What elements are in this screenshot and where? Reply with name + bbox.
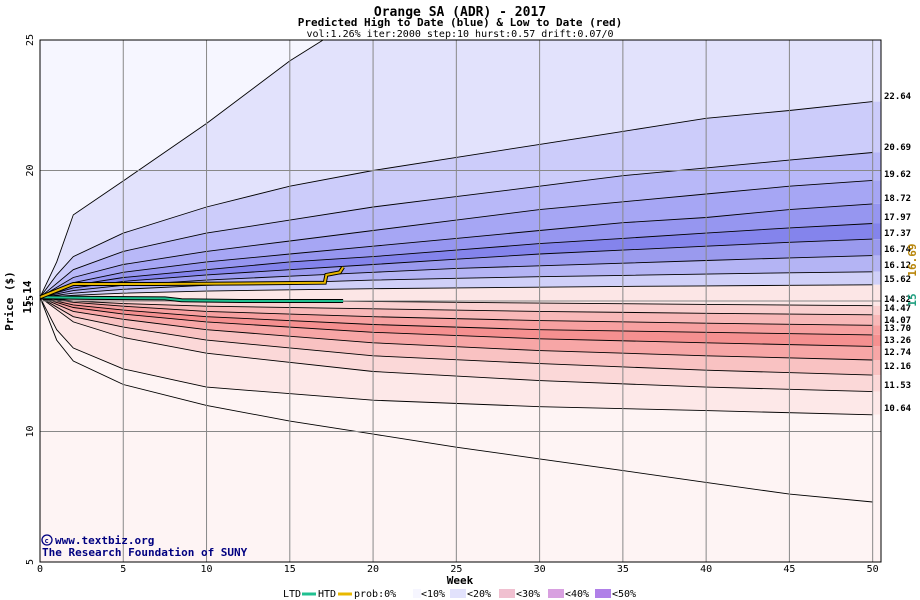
series-lines — [39, 266, 345, 303]
lower-band-area-9 — [40, 297, 881, 502]
legend-band-swatch-3 — [499, 589, 515, 598]
x-tick-label: 5 — [120, 564, 126, 575]
legend-band-label-4: <40% — [565, 589, 589, 600]
y-axis-label: Price ($) — [3, 271, 16, 331]
upper-band-area-4 — [40, 180, 881, 298]
legend-band-swatch-5 — [595, 589, 611, 598]
band-end-label: 14.47 — [884, 304, 911, 314]
x-tick-label: 40 — [700, 564, 712, 575]
chart-title: Orange SA (ADR) - 2017 — [374, 5, 546, 20]
upper-band-line-5 — [39, 223, 873, 298]
band-end-label: 14.82 — [884, 295, 911, 305]
x-tick-label: 20 — [367, 564, 379, 575]
x-tick-label: 35 — [617, 564, 629, 575]
upper-band-area-2 — [40, 101, 881, 298]
y-tick-label: 10 — [25, 425, 36, 437]
upper-band-area-0 — [40, 40, 881, 298]
y-axis: 5 10 15 20 25 — [25, 34, 36, 565]
band-end-label: 16.74 — [884, 245, 912, 255]
copyright-icon — [41, 534, 53, 546]
middle-band-area — [40, 284, 881, 306]
upper-band-line-7 — [39, 255, 873, 298]
lower-band-area-8 — [40, 297, 881, 415]
chart-params: vol:1.26% iter:2000 step:10 hurst:0.57 d… — [306, 29, 613, 40]
credits: c www.textbiz.org The Research Foundatio… — [41, 534, 248, 559]
legend-ltd-label: LTD — [283, 589, 301, 600]
legend: LTD HTD prob:0% <10% <20% <30% <40% <50% — [283, 589, 636, 600]
band-end-label: 19.62 — [884, 170, 911, 180]
band-end-label: 17.97 — [884, 213, 911, 223]
lower-band-area-5 — [40, 297, 881, 360]
y-tick-label: 15 — [25, 295, 36, 307]
plot-frame — [39, 39, 882, 563]
x-tick-label: 15 — [284, 564, 296, 575]
band-end-label: 10.64 — [884, 404, 912, 414]
band-end-label: 22.64 — [884, 92, 912, 102]
upper-band-line-3 — [39, 179, 873, 298]
ltd-current-label: 15 — [906, 293, 919, 306]
upper-band-area-5 — [40, 203, 881, 298]
band-end-label: 13.26 — [884, 336, 911, 346]
legend-band-label-3: <30% — [516, 589, 540, 600]
band-end-label: 12.16 — [884, 362, 911, 372]
x-tick-label: 30 — [534, 564, 546, 575]
upper-band-area-8 — [40, 255, 881, 298]
start-price-label: 15.14 — [21, 280, 34, 313]
band-end-label: 14.07 — [884, 316, 911, 326]
band-end-label: 17.37 — [884, 229, 911, 239]
band-end-label: 16.12 — [884, 261, 911, 271]
band-end-label: 13.70 — [884, 324, 911, 334]
credit-site: www.textbiz.org — [55, 534, 154, 547]
legend-prob-label: prob:0% — [354, 589, 396, 600]
legend-prob-swatch — [397, 589, 413, 598]
lower-band-area-7 — [40, 297, 881, 392]
lower-band-area-4 — [40, 297, 881, 347]
htd-current-label: 16.69 — [906, 243, 919, 276]
legend-band-swatch-4 — [548, 589, 564, 598]
upper-band-line-2 — [39, 152, 873, 298]
legend-band-swatch-1 — [413, 589, 421, 598]
legend-band-label-2: <20% — [467, 589, 491, 600]
lower-band-area-outer — [40, 297, 881, 562]
x-tick-label: 0 — [37, 564, 43, 575]
band-end-label: 20.69 — [884, 143, 911, 153]
upper-band-line-8 — [39, 271, 873, 298]
upper-band-area-9 — [40, 271, 881, 298]
legend-band-swatch-2 — [450, 589, 466, 598]
htd-series-line — [39, 266, 344, 299]
x-axis-label: Week — [447, 574, 474, 587]
lower-band-area-3 — [40, 297, 881, 335]
legend-band-label-5: <50% — [612, 589, 636, 600]
ltd-series-line — [39, 296, 344, 302]
x-tick-label: 50 — [867, 564, 879, 575]
upper-band-line-9 — [39, 284, 873, 298]
copyright-icon-c: c — [45, 537, 49, 545]
x-tick-label: 25 — [450, 564, 462, 575]
x-axis: 0 5 10 15 20 25 30 35 40 45 50 — [37, 564, 879, 575]
y-tick-label: 25 — [25, 34, 36, 46]
y-tick-label: 20 — [25, 164, 36, 176]
x-tick-label: 10 — [201, 564, 213, 575]
band-end-label: 12.74 — [884, 348, 912, 358]
legend-band-label-1: <10% — [421, 589, 445, 600]
lower-band-area-2 — [40, 297, 881, 326]
legend-htd-label: HTD — [318, 589, 336, 600]
upper-band-area-3 — [40, 152, 881, 298]
lower-band-area-6 — [40, 297, 881, 376]
band-end-label: 15.62 — [884, 275, 911, 285]
upper-band-line-4 — [39, 203, 873, 298]
band-end-label: 11.53 — [884, 381, 911, 391]
y-tick-label: 5 — [25, 559, 36, 565]
band-end-labels: 22.64 20.69 19.62 18.72 17.97 17.37 16.74 16.12… — [884, 92, 912, 414]
band-end-label: 18.72 — [884, 194, 911, 204]
x-tick-label: 45 — [783, 564, 795, 575]
upper-band-area-6 — [40, 223, 881, 298]
credit-org: The Research Foundation of SUNY — [42, 546, 248, 559]
chart-subtitle: Predicted High to Date (blue) & Low to D… — [298, 16, 623, 29]
upper-band-area-1 — [40, 40, 881, 298]
